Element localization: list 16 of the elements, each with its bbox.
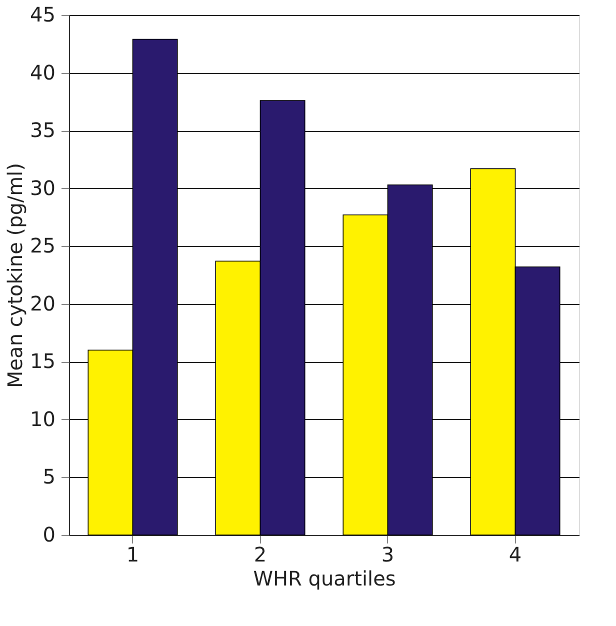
y-tick-label: 25: [30, 234, 56, 258]
x-tick-label: 4: [508, 542, 522, 566]
x-tick-label: 1: [126, 542, 140, 566]
y-tick-label: 10: [30, 406, 56, 431]
y-tick-label: 45: [30, 2, 56, 26]
y-tick-label: 30: [30, 176, 56, 200]
y-tick-label: 0: [42, 522, 56, 546]
x-axis-title: WHR quartiles: [253, 566, 396, 590]
x-tick-label: 2: [254, 542, 267, 566]
y-tick-label: 20: [30, 291, 56, 316]
y-tick-label: 40: [30, 60, 56, 84]
y-tick-label: 35: [30, 118, 56, 142]
y-axis-title: Mean cytokine (pg/ml): [3, 162, 28, 388]
y-tick-label: 15: [30, 349, 56, 374]
y-tick-label: 5: [42, 464, 56, 489]
x-tick-label: 3: [381, 542, 394, 566]
